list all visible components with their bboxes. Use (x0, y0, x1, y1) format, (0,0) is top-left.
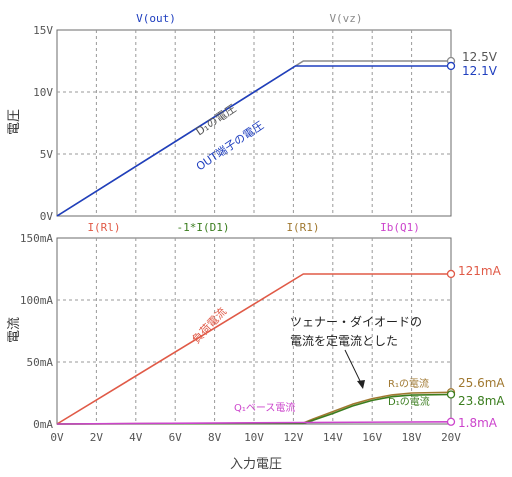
y-tick-label: 100mA (20, 294, 53, 307)
bottom-trace-label: I(Rl) (87, 221, 120, 234)
series-end-marker (446, 269, 456, 279)
series-line (56, 65, 451, 217)
x-tick-label: 2V (90, 431, 104, 444)
x-tick-label: 10V (244, 431, 264, 444)
bottom-trace-label: Ib(Q1) (380, 221, 420, 234)
y-tick-label: 0mA (33, 418, 53, 431)
end-label: 1.8mA (458, 416, 498, 430)
x-tick-label: 0V (50, 431, 64, 444)
x-tick-label: 6V (169, 431, 183, 444)
x-tick-label: 20V (441, 431, 461, 444)
x-tick-label: 4V (129, 431, 143, 444)
bottom-ylabel: 電流 (7, 317, 22, 343)
top-trace-label: V(out) (136, 12, 176, 25)
annotation-arrowhead (357, 380, 365, 389)
end-label: 25.6mA (458, 376, 505, 390)
y-tick-label: 0V (40, 210, 54, 223)
bottom-trace-label: -1*I(D1) (177, 221, 230, 234)
annotation: R₁の電流 (388, 377, 429, 390)
end-label: 12.1V (462, 64, 498, 78)
bottom-trace-label: I(R1) (286, 221, 319, 234)
x-tick-label: 16V (362, 431, 382, 444)
bottom-xlabel: 入力電圧 (230, 457, 282, 472)
annotation: Q₁ベース電流 (234, 401, 295, 414)
end-label: 121mA (458, 264, 502, 278)
end-label: 23.8mA (458, 394, 505, 408)
annotation-arrow (344, 349, 362, 384)
x-tick-label: 12V (283, 431, 303, 444)
top-ylabel: 電圧 (7, 109, 22, 135)
end-label: 12.5V (462, 50, 498, 64)
x-tick-label: 8V (208, 431, 222, 444)
y-tick-label: 15V (33, 24, 53, 37)
annotation: D₁の電流 (388, 395, 430, 408)
y-tick-label: 5V (40, 148, 54, 161)
series-line (56, 420, 452, 425)
y-tick-label: 150mA (20, 232, 53, 245)
y-tick-label: 50mA (27, 356, 54, 369)
x-tick-label: 18V (402, 431, 422, 444)
x-tick-label: 14V (323, 431, 343, 444)
series-end-marker (446, 417, 456, 426)
series-end-marker (446, 61, 456, 71)
annotation: ツェナー・ダイオードの (290, 314, 422, 329)
top-trace-label: V(vz) (329, 12, 362, 25)
y-tick-label: 10V (33, 86, 53, 99)
series-end-marker (446, 390, 456, 399)
series-line (56, 273, 451, 425)
annotation: 電流を定電流とした (290, 333, 398, 348)
